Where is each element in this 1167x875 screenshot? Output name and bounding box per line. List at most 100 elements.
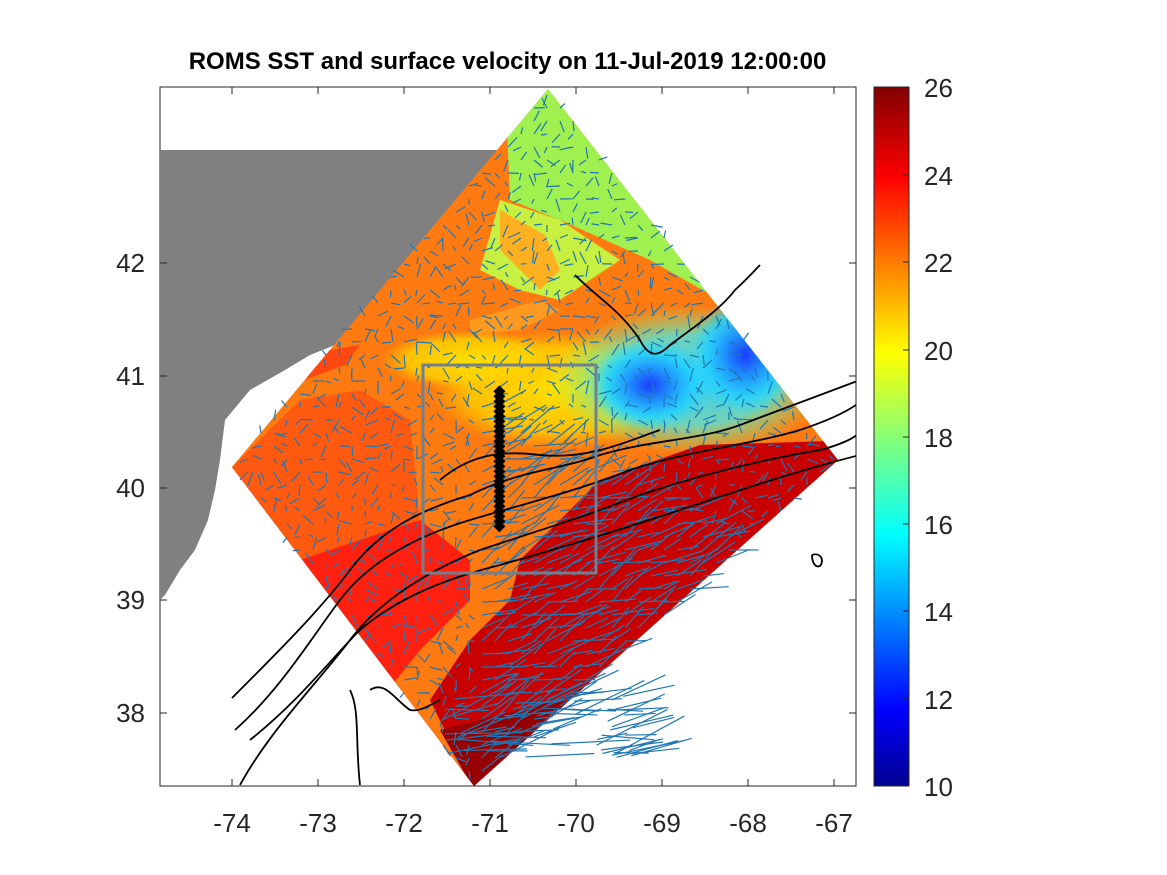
velocity-vector [360,359,366,369]
velocity-vector [611,577,629,590]
velocity-vector [650,585,677,603]
velocity-vector [663,593,696,616]
velocity-vector [337,536,340,543]
velocity-vector [436,237,444,246]
velocity-vector [637,348,646,356]
velocity-vector [572,354,581,357]
velocity-vector [559,120,565,133]
velocity-vector [533,627,557,655]
velocity-vector [339,426,353,434]
velocity-vector [371,295,379,304]
velocity-vector [559,418,590,447]
velocity-vector [351,493,357,499]
velocity-vector [277,484,288,489]
velocity-vector [622,342,626,356]
velocity-vector [717,458,730,461]
velocity-vector [507,250,514,257]
velocity-vector [598,558,620,564]
velocity-vector [624,565,651,590]
velocity-vector [403,458,411,461]
velocity-vector [585,432,589,447]
velocity-vector [771,398,782,408]
velocity-vector [481,302,496,305]
velocity-vector [332,549,340,555]
velocity-vector [598,533,627,551]
velocity-vector [751,432,756,445]
velocity-vector [533,146,541,159]
velocity-vector [533,571,550,590]
velocity-vector [430,497,444,502]
velocity-vector [481,609,516,616]
velocity-vector [782,406,795,412]
velocity-vector [637,289,640,296]
velocity-vector [546,263,550,271]
velocity-vector [481,617,504,629]
velocity-vector [416,653,426,663]
velocity-vector [520,611,547,642]
velocity-vector [370,406,379,415]
velocity-vector [702,517,728,525]
velocity-vector [338,458,347,468]
velocity-vector [572,190,581,200]
velocity-vector [321,350,327,356]
velocity-vector [682,497,691,501]
velocity-vector [395,432,405,437]
velocity-vector [670,413,678,421]
velocity-vector [434,265,444,278]
y-axis [160,262,856,714]
velocity-vector [556,292,561,304]
velocity-vector [494,623,512,642]
velocity-vector [559,529,583,538]
velocity-vector [619,214,626,226]
velocity-vector [624,472,651,499]
velocity-vector [722,393,730,406]
velocity-vector [533,110,540,122]
velocity-vector [351,393,357,401]
velocity-vector [416,699,421,707]
colorbar-tick-label: 14 [924,597,953,627]
velocity-vector [413,477,418,486]
velocity-vector [492,283,496,291]
velocity-vector [416,263,422,278]
velocity-vector [546,178,550,187]
velocity-vector [585,494,611,512]
velocity-vector [481,190,486,200]
velocity-vector [520,220,526,226]
velocity-vector [562,708,600,712]
velocity-vector [767,494,780,499]
velocity-vector [336,341,340,347]
velocity-vector [754,494,768,499]
velocity-vector [281,442,288,447]
velocity-vector [507,420,525,434]
velocity-vector [555,198,561,213]
velocity-vector [289,497,301,505]
velocity-vector [637,543,658,551]
velocity-vector [468,447,478,460]
velocity-vector [663,600,684,603]
velocity-vector [624,460,661,486]
velocity-vector [637,531,659,538]
velocity-vector [520,702,552,720]
velocity-vector [421,302,431,305]
velocity-vector [624,506,652,538]
velocity-vector [481,211,485,222]
velocity-vector [465,726,508,735]
velocity-vector [629,211,639,220]
velocity-vector [472,331,483,343]
velocity-vector [280,458,288,467]
velocity-vector [333,425,340,434]
velocity-vector [307,475,314,486]
velocity-vector [312,504,326,512]
velocity-vector [293,437,301,447]
velocity-vector [624,539,664,551]
velocity-vector [702,420,709,434]
velocity-vector [403,523,411,533]
velocity-vector [509,297,522,304]
velocity-vector [494,626,518,629]
velocity-vector [589,211,600,214]
velocity-vector [338,341,341,356]
velocity-vector [780,419,787,426]
velocity-vector [689,496,725,512]
velocity-vector [598,289,611,297]
velocity-vector [403,445,414,451]
